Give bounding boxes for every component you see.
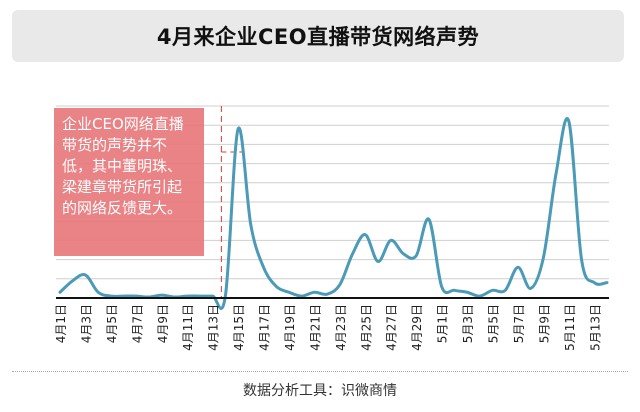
x-tick-label: 5月3日 (461, 304, 475, 343)
x-tick-label: 4月25日 (359, 304, 373, 351)
x-tick-label: 4月19日 (283, 304, 297, 351)
series-line (58, 117, 609, 310)
chart-title: 4月来企业CEO直播带货网络声势 (156, 25, 480, 49)
x-tick-label: 4月15日 (232, 304, 246, 351)
x-tick-label: 4月29日 (410, 304, 424, 351)
x-tick-label: 5月9日 (537, 304, 551, 343)
data-source: 数据分析工具：识微商情 (243, 383, 397, 399)
x-tick-label: 5月7日 (512, 304, 526, 343)
x-tick-label: 4月9日 (156, 304, 170, 343)
x-tick-label: 4月1日 (54, 304, 68, 343)
chart-title-box: 4月来企业CEO直播带货网络声势 (12, 10, 624, 62)
x-tick-label: 5月11日 (563, 304, 577, 351)
x-tick-label: 4月13日 (207, 304, 221, 351)
x-tick-label: 4月21日 (308, 304, 322, 351)
x-tick-label: 4月27日 (385, 304, 399, 351)
callout-annotation: 企业CEO网络直播带货的声势并不低，其中董明珠、梁建章带货所引起的网络反馈更大。 (54, 108, 204, 256)
x-tick-label: 4月11日 (181, 304, 195, 351)
x-tick-label: 5月5日 (487, 304, 501, 343)
x-tick-label: 4月23日 (334, 304, 348, 351)
x-tick-label: 4月7日 (130, 304, 144, 343)
x-tick-label: 5月1日 (436, 304, 450, 343)
x-tick-label: 4月5日 (105, 304, 119, 343)
source-divider (12, 371, 628, 372)
x-tick-label: 4月3日 (79, 304, 93, 343)
x-tick-label: 5月13日 (588, 304, 602, 351)
x-tick-label: 4月17日 (258, 304, 272, 351)
